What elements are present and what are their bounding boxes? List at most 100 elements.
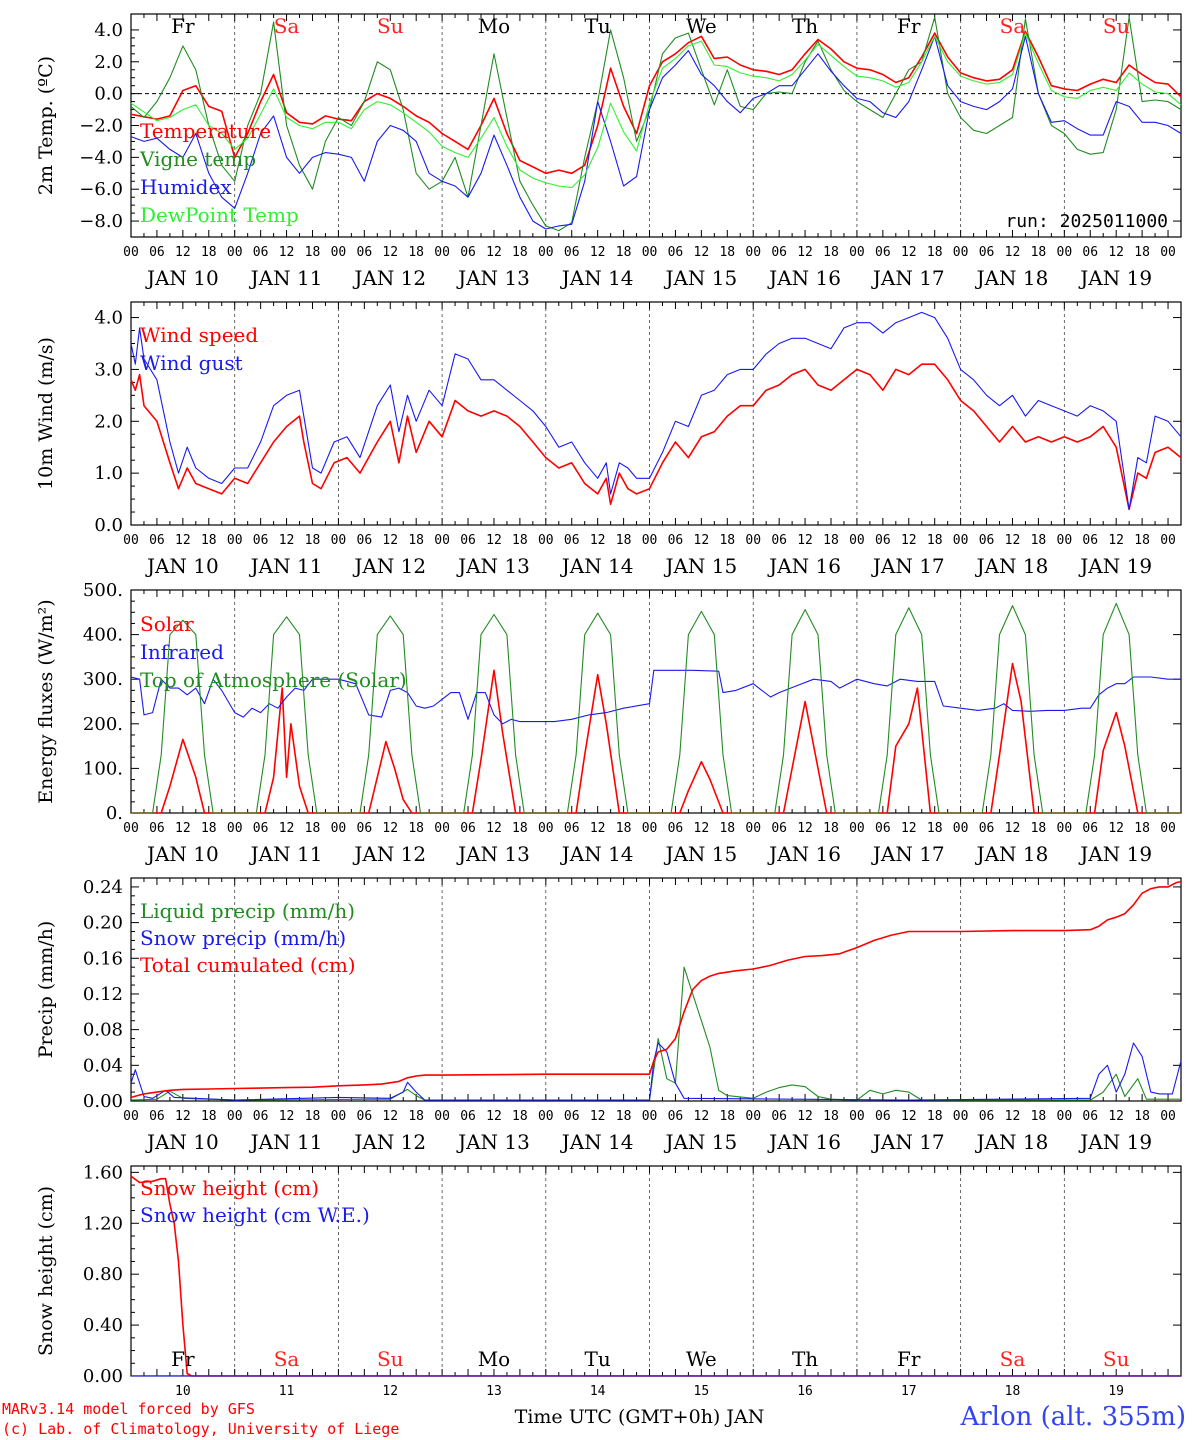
hour-tick-label: 06 bbox=[149, 821, 165, 836]
y-tick-label: 0.08 bbox=[83, 1020, 123, 1041]
hour-tick-label: 00 bbox=[331, 533, 347, 548]
hour-tick-label: 00 bbox=[1160, 245, 1176, 260]
hour-tick-label: 00 bbox=[434, 821, 450, 836]
hour-tick-label: 12 bbox=[1108, 533, 1124, 548]
hour-tick-label: 18 bbox=[305, 1109, 321, 1124]
plot-frame bbox=[130, 589, 1182, 814]
hour-tick-label: 12 bbox=[1005, 1109, 1021, 1124]
y-tick-label: 1.20 bbox=[83, 1213, 123, 1234]
hour-tick-label: 06 bbox=[1082, 1109, 1098, 1124]
series-line bbox=[131, 602, 1181, 814]
y-axis-label: Snow height (cm) bbox=[35, 1186, 57, 1356]
hour-tick-label: 12 bbox=[279, 533, 295, 548]
hour-tick-label: 18 bbox=[616, 821, 632, 836]
hour-tick-label: 06 bbox=[668, 533, 684, 548]
lab-credit: (c) Lab. of Climatology, University of L… bbox=[2, 1420, 400, 1438]
legend-entry: DewPoint Temp bbox=[140, 203, 299, 227]
model-credit: MARv3.14 model forced by GFS bbox=[2, 1400, 255, 1418]
hour-tick-label: 00 bbox=[538, 533, 554, 548]
hour-tick-label: 00 bbox=[227, 821, 243, 836]
hour-tick-label: 00 bbox=[227, 533, 243, 548]
hour-tick-label: 12 bbox=[797, 821, 813, 836]
hour-tick-label: 18 bbox=[512, 1109, 528, 1124]
hour-tick-label: 06 bbox=[979, 821, 995, 836]
hour-tick-label: 06 bbox=[875, 245, 891, 260]
hour-tick-label: 06 bbox=[357, 533, 373, 548]
y-tick-label: −6.0 bbox=[79, 179, 123, 200]
hour-tick-label: 06 bbox=[253, 533, 269, 548]
weekday-label: Sa bbox=[274, 1347, 300, 1371]
day-date-label: JAN 12 bbox=[352, 554, 426, 578]
hour-tick-label: 00 bbox=[1057, 533, 1073, 548]
hour-tick-label: 06 bbox=[771, 821, 787, 836]
hour-tick-label: 06 bbox=[564, 533, 580, 548]
hour-tick-label: 18 bbox=[201, 245, 217, 260]
hour-tick-label: 12 bbox=[486, 1109, 502, 1124]
series-line bbox=[130, 966, 1181, 1101]
hour-tick-label: 18 bbox=[512, 821, 528, 836]
hour-tick-label: 12 bbox=[382, 533, 398, 548]
hour-tick-label: 18 bbox=[512, 245, 528, 260]
hour-tick-label: 18 bbox=[1031, 533, 1047, 548]
hour-tick-label: 00 bbox=[953, 533, 969, 548]
y-tick-label: 1.60 bbox=[83, 1162, 123, 1183]
series-line bbox=[130, 30, 1182, 175]
y-tick-label: 0.00 bbox=[83, 1091, 123, 1112]
y-tick-label: 200. bbox=[83, 714, 123, 735]
hour-tick-label: 12 bbox=[175, 1109, 191, 1124]
hour-tick-label: 06 bbox=[253, 821, 269, 836]
weekday-label: Su bbox=[377, 1347, 404, 1371]
hour-tick-label: 00 bbox=[1057, 245, 1073, 260]
hour-tick-label: 18 bbox=[201, 821, 217, 836]
legend-entry: Humidex bbox=[140, 175, 232, 199]
series-line bbox=[130, 16, 1182, 232]
hour-tick-label: 00 bbox=[123, 821, 139, 836]
hour-tick-label: 06 bbox=[979, 245, 995, 260]
hour-tick-label: 12 bbox=[797, 1109, 813, 1124]
weekday-label: Th bbox=[792, 1347, 818, 1371]
day-date-label: JAN 19 bbox=[1078, 554, 1152, 578]
hour-tick-label: 06 bbox=[875, 1109, 891, 1124]
weekday-label: Fr bbox=[171, 14, 195, 38]
hour-tick-label: 12 bbox=[694, 821, 710, 836]
hour-tick-label: 06 bbox=[771, 533, 787, 548]
day-date-label: JAN 12 bbox=[352, 1130, 426, 1154]
day-date-label: JAN 10 bbox=[145, 554, 219, 578]
day-date-label: JAN 11 bbox=[249, 842, 323, 866]
hour-tick-label: 18 bbox=[927, 533, 943, 548]
weekday-label: Th bbox=[792, 14, 818, 38]
hour-tick-label: 00 bbox=[953, 821, 969, 836]
hour-tick-label: 06 bbox=[564, 821, 580, 836]
hour-tick-label: 06 bbox=[668, 821, 684, 836]
day-date-label: JAN 10 bbox=[145, 1130, 219, 1154]
day-number-label: 10 bbox=[175, 1384, 191, 1399]
legend-entry: Wind gust bbox=[140, 351, 243, 375]
hour-tick-label: 00 bbox=[642, 533, 658, 548]
day-date-label: JAN 11 bbox=[249, 554, 323, 578]
day-date-label: JAN 19 bbox=[1078, 1130, 1152, 1154]
hour-tick-label: 12 bbox=[486, 245, 502, 260]
hour-tick-label: 18 bbox=[1031, 1109, 1047, 1124]
hour-tick-label: 18 bbox=[1134, 533, 1150, 548]
weekday-label: Sa bbox=[1000, 1347, 1026, 1371]
hour-tick-label: 18 bbox=[1134, 245, 1150, 260]
series-line bbox=[130, 311, 1182, 510]
legend-entry: Infrared bbox=[140, 640, 224, 664]
hour-tick-label: 00 bbox=[745, 245, 761, 260]
hour-tick-label: 12 bbox=[590, 245, 606, 260]
y-tick-label: 0.20 bbox=[83, 913, 123, 934]
hour-tick-label: 18 bbox=[719, 533, 735, 548]
hour-tick-label: 00 bbox=[849, 533, 865, 548]
y-tick-label: 100. bbox=[83, 758, 123, 779]
hour-tick-label: 00 bbox=[331, 245, 347, 260]
hour-tick-label: 18 bbox=[823, 1109, 839, 1124]
hour-tick-label: 12 bbox=[694, 533, 710, 548]
series-line bbox=[130, 363, 1182, 511]
weekday-label: Tu bbox=[585, 14, 611, 38]
hour-tick-label: 12 bbox=[901, 821, 917, 836]
hour-tick-label: 06 bbox=[979, 533, 995, 548]
hour-tick-label: 18 bbox=[305, 533, 321, 548]
hour-tick-label: 06 bbox=[357, 1109, 373, 1124]
day-date-label: JAN 12 bbox=[352, 842, 426, 866]
y-tick-label: 0.16 bbox=[83, 948, 123, 969]
